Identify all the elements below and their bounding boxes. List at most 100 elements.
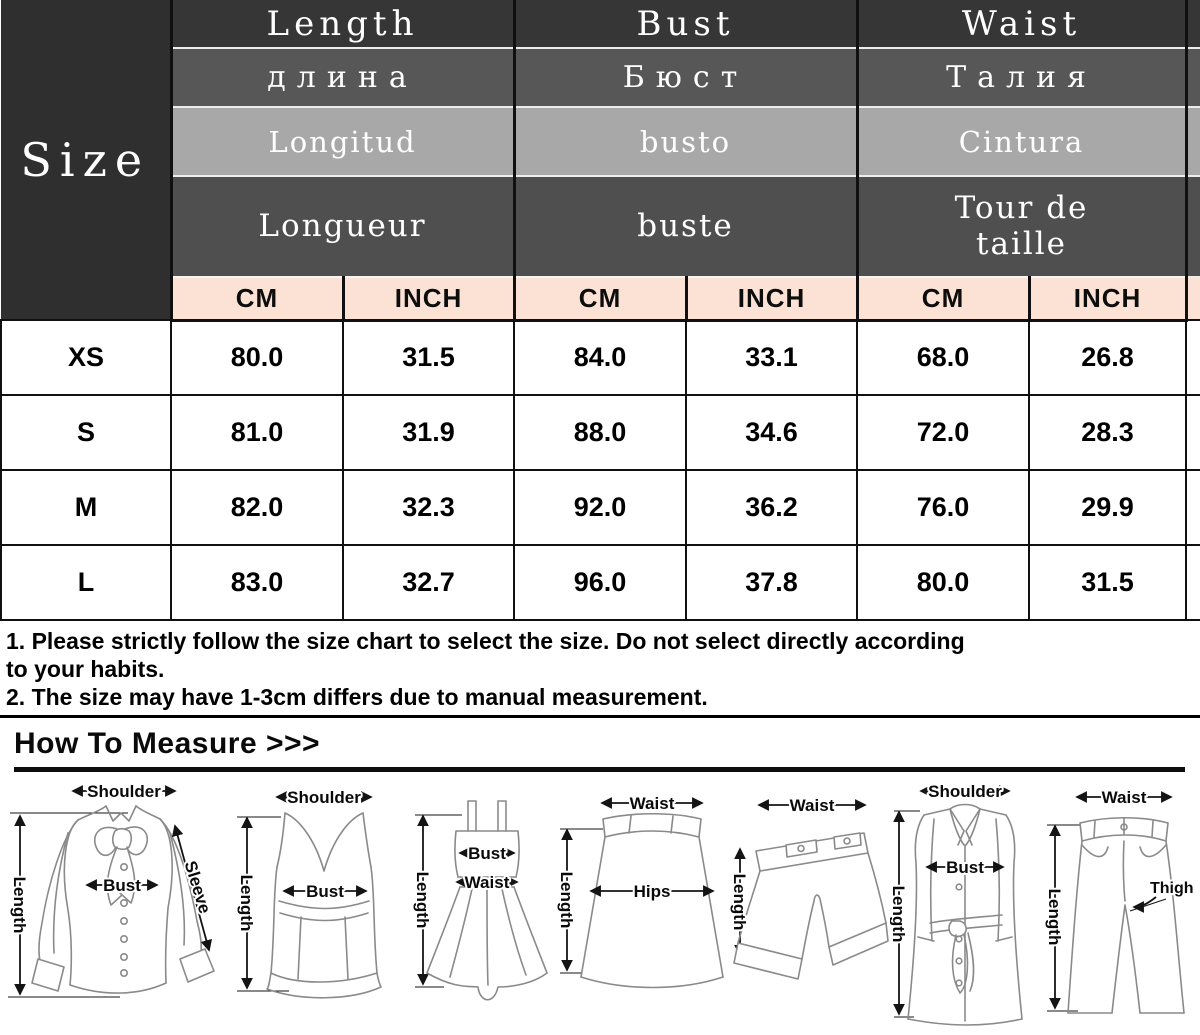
note-1: 1. Please strictly follow the size chart… <box>6 628 965 682</box>
bust-inch-value: 33.1 <box>685 319 859 396</box>
skirt-figure: Waist Hips Length <box>555 775 730 1035</box>
header-bust-fr-text: buste <box>637 208 734 245</box>
blouse-sleeve-label: Sleeve <box>181 859 215 916</box>
unit-header-cm: CM <box>169 276 345 322</box>
header-length-fr-text: Longueur <box>258 208 427 245</box>
length-cm-value: 82.0 <box>170 469 344 546</box>
length-cm-value: 83.0 <box>170 544 344 621</box>
unit-header-inch: INCH <box>684 276 859 322</box>
waist-inch-value: 26.8 <box>1028 319 1188 396</box>
bust-cm-value: 88.0 <box>513 394 688 471</box>
table-row-l: L 83.0 32.7 96.0 37.8 80.0 31.5 <box>0 544 1200 621</box>
cutoff-sliver <box>1185 394 1200 471</box>
note-2: 2. The size may have 1-3cm differs due t… <box>6 684 708 710</box>
header-bust-ru: Бюст <box>512 47 859 107</box>
cutoff-sliver <box>1185 319 1200 396</box>
dress-length-label: Length <box>413 872 432 929</box>
skirt-length-label: Length <box>557 872 576 929</box>
bust-cm-value: 96.0 <box>513 544 688 621</box>
length-cm-value: 80.0 <box>170 319 344 396</box>
unit-header-inch: INCH <box>1027 276 1188 322</box>
length-inch-value: 31.9 <box>341 394 516 471</box>
length-inch-value: 32.3 <box>341 469 516 546</box>
length-cm-value: 81.0 <box>170 394 344 471</box>
pants-figure: Waist Thigh Length <box>1040 775 1195 1035</box>
blouse-length-label: Length <box>10 877 29 934</box>
header-length-en: Length <box>169 0 516 48</box>
length-inch-value: 32.7 <box>341 544 516 621</box>
bust-cm-value: 84.0 <box>513 319 688 396</box>
waist-inch-value: 29.9 <box>1028 469 1188 546</box>
cutoff-sliver <box>1184 106 1200 176</box>
cutoff-sliver <box>1184 276 1200 320</box>
shorts-sketch: Waist Length <box>730 794 889 980</box>
size-label: XS <box>0 319 172 396</box>
dress-figure: Bust Waist Length <box>410 775 555 1035</box>
coat-sketch: Shoulder Bust Length <box>890 780 1023 1026</box>
cutoff-sliver <box>1184 175 1200 277</box>
waist-inch-value: 28.3 <box>1028 394 1188 471</box>
waist-cm-value: 68.0 <box>856 319 1031 396</box>
length-inch-value: 31.5 <box>341 319 516 396</box>
tank-top-figure: Shoulder Bust Length <box>225 775 410 1035</box>
table-row-xs: XS 80.0 31.5 84.0 33.1 68.0 26.8 <box>0 319 1200 396</box>
header-waist-en: Waist <box>855 0 1188 48</box>
dress-waist-label: Waist <box>465 873 510 892</box>
header-waist-fr-text: Tour de taille <box>954 189 1089 262</box>
waist-cm-value: 80.0 <box>856 544 1031 621</box>
pants-waist-label: Waist <box>1102 788 1147 807</box>
bust-inch-value: 37.8 <box>685 544 859 621</box>
coat-bust-label: Bust <box>946 858 984 877</box>
header-bust-fr: buste <box>512 175 859 277</box>
skirt-sketch: Waist Hips Length <box>555 792 724 989</box>
shorts-waist-label: Waist <box>790 796 835 815</box>
header-length-fr: Longueur <box>169 175 516 277</box>
tank-length-label: Length <box>237 875 256 932</box>
dress-bust-label: Bust <box>468 844 506 863</box>
unit-header-inch: INCH <box>341 276 516 322</box>
skirt-waist-label: Waist <box>630 794 675 813</box>
size-chart-table: Size Length Bust Waist длина Бюст Талия … <box>0 0 1200 621</box>
header-waist-es: Cintura <box>855 106 1188 176</box>
pants-thigh-label: Thigh <box>1150 880 1194 897</box>
cutoff-sliver <box>1185 469 1200 546</box>
cutoff-sliver <box>1184 47 1200 107</box>
size-label: S <box>0 394 172 471</box>
waist-inch-value: 31.5 <box>1028 544 1188 621</box>
pants-sketch: Waist Thigh Length <box>1043 786 1195 1014</box>
size-label: M <box>0 469 172 546</box>
size-chart-section: Size Length Bust Waist длина Бюст Талия … <box>0 0 1200 621</box>
header-length-ru: длина <box>169 47 516 107</box>
cutoff-sliver <box>1184 0 1200 48</box>
coat-figure: Shoulder Bust Length <box>890 775 1040 1035</box>
header-waist-fr: Tour de taille <box>855 175 1188 277</box>
header-bust-es: busto <box>512 106 859 176</box>
waist-cm-value: 76.0 <box>856 469 1031 546</box>
coat-length-label: Length <box>890 886 908 943</box>
shorts-length-label: Length <box>730 874 749 931</box>
table-row-s: S 81.0 31.9 88.0 34.6 72.0 28.3 <box>0 394 1200 471</box>
coat-shoulder-label: Shoulder <box>928 782 1002 801</box>
shorts-figure: Waist Length <box>730 775 890 1035</box>
unit-header-cm: CM <box>512 276 688 322</box>
header-length-es: Longitud <box>169 106 516 176</box>
pants-length-label: Length <box>1045 889 1064 946</box>
how-to-measure-figures: Shoulder Bust Sleeve Length Shoulder Bus… <box>0 775 1200 1035</box>
tank-top-sketch: Shoulder Bust Length <box>235 786 382 999</box>
header-waist-ru: Талия <box>855 47 1188 107</box>
waist-cm-value: 72.0 <box>856 394 1031 471</box>
tank-shoulder-label: Shoulder <box>287 788 361 807</box>
blouse-bust-label: Bust <box>103 876 141 895</box>
cutoff-sliver <box>1185 544 1200 621</box>
skirt-hips-label: Hips <box>634 882 671 901</box>
size-label: L <box>0 544 172 621</box>
unit-header-cm: CM <box>855 276 1031 322</box>
bust-inch-value: 34.6 <box>685 394 859 471</box>
blouse-shoulder-label: Shoulder <box>87 782 161 801</box>
blouse-sketch: Shoulder Bust Sleeve Length <box>8 780 216 998</box>
dress-sketch: Bust Waist Length <box>411 800 548 1001</box>
heading-underline <box>14 767 1185 772</box>
notes-section: 1. Please strictly follow the size chart… <box>0 621 1200 718</box>
corner-size-label: Size <box>1 0 173 320</box>
bust-inch-value: 36.2 <box>685 469 859 546</box>
